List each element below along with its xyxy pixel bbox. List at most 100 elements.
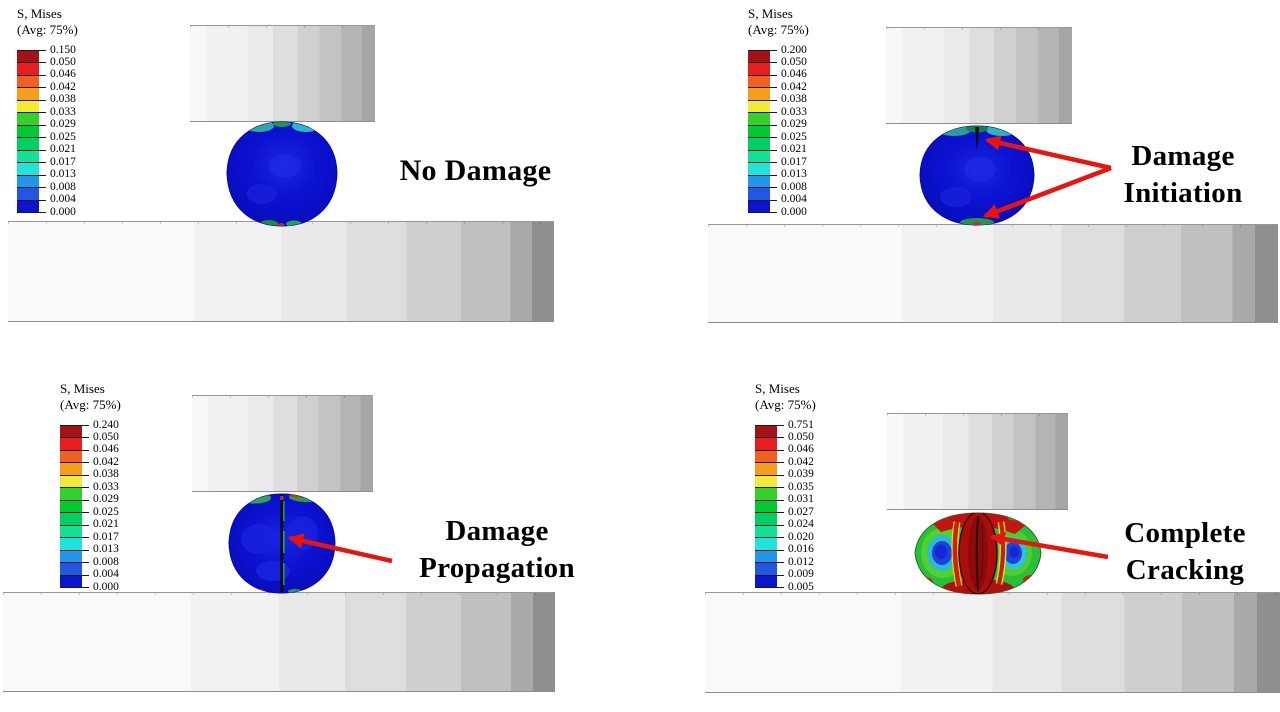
lower-platen (8, 221, 554, 322)
legend-band (748, 174, 770, 188)
legend-band (748, 137, 770, 150)
legend-value: 0.009 (788, 568, 814, 581)
legend-band (748, 199, 770, 213)
upper-platen (887, 413, 1068, 510)
legend-value: 0.005 (788, 580, 814, 593)
legend-band (17, 124, 39, 138)
legend-tick (17, 112, 46, 114)
legend-title: S, Mises (748, 6, 793, 21)
legend-title: S, Mises (17, 6, 62, 21)
legend-value: 0.200 (781, 43, 807, 56)
legend-value: 0.017 (781, 155, 807, 168)
legend-tick (748, 149, 777, 151)
legend-tick (755, 462, 784, 464)
legend-value: 0.029 (781, 118, 807, 131)
legend-value: 0.013 (781, 168, 807, 181)
specimen-sphere-crack-initiation (919, 125, 1035, 226)
legend-tick (60, 425, 89, 426)
legend-title: S, Mises (755, 381, 800, 396)
legend-value: 0.050 (781, 55, 807, 68)
legend-value: 0.008 (93, 555, 119, 568)
legend-tick (17, 74, 46, 76)
legend-tick (755, 587, 784, 588)
lower-platen (708, 224, 1278, 323)
legend-band (17, 174, 39, 188)
legend-value: 0.033 (93, 480, 119, 493)
legend-value: 0.042 (781, 80, 807, 93)
legend-band (755, 437, 777, 450)
legend-tick (17, 137, 46, 139)
legend-value: 0.021 (93, 518, 119, 531)
annotation-line: No Damage (399, 154, 552, 187)
legend-value: 0.004 (781, 193, 807, 206)
legend-value: 0.150 (50, 43, 76, 56)
legend-tick (748, 50, 777, 51)
legend-tick (17, 187, 46, 189)
legend-tick (748, 199, 777, 201)
annotation-line: Initiation (1123, 177, 1243, 209)
legend-subtitle: (Avg: 75%) (748, 22, 809, 37)
legend-tick (17, 212, 46, 213)
legend-subtitle: (Avg: 75%) (17, 22, 78, 37)
legend-value: 0.033 (50, 105, 76, 118)
legend-band (60, 487, 82, 500)
legend-tick (755, 499, 784, 501)
legend-band (755, 524, 777, 538)
legend-band (755, 462, 777, 475)
legend-subtitle: (Avg: 75%) (755, 397, 816, 412)
legend-band (60, 537, 82, 550)
legend-band (17, 149, 39, 163)
legend-tick (748, 87, 777, 89)
legend-value: 0.000 (781, 205, 807, 218)
legend-value: 0.046 (788, 443, 814, 456)
legend-tick (17, 87, 46, 89)
legend-tick (748, 174, 777, 176)
legend-value: 0.021 (781, 143, 807, 156)
legend-tick (755, 437, 784, 439)
legend-value: 0.050 (93, 430, 119, 443)
legend-ticks: 0.200 0.050 0.046 0.042 0.038 0.033 0.029 0.025… (748, 44, 828, 218)
stress-legend: S, Mises (Avg: 75%) 0.150 0.050 0.046 0.042… (17, 6, 127, 220)
legend-band (748, 112, 770, 125)
annotation-complete-cracking: Complete Cracking (1085, 515, 1280, 589)
legend-value: 0.050 (50, 55, 76, 68)
legend-band (60, 574, 82, 588)
legend-tick (748, 162, 777, 164)
legend-band (755, 512, 777, 525)
legend-tick (17, 162, 46, 164)
legend-band (748, 149, 770, 163)
legend-value: 0.039 (788, 468, 814, 481)
legend-band (17, 199, 39, 213)
legend-band (755, 499, 777, 513)
legend-value: 0.008 (781, 180, 807, 193)
legend-tick (17, 50, 46, 51)
legend-band (748, 87, 770, 100)
legend-value: 0.020 (788, 530, 814, 543)
legend-tick (755, 512, 784, 514)
stress-legend: S, Mises (Avg: 75%) 0.200 0.050 0.046 0.042… (748, 6, 858, 220)
legend-tick (755, 425, 784, 426)
upper-platen (192, 395, 373, 492)
legend-value: 0.038 (93, 468, 119, 481)
legend-tick (755, 537, 784, 539)
legend-band (60, 512, 82, 525)
legend-value: 0.012 (788, 555, 814, 568)
legend-value: 0.046 (93, 443, 119, 456)
legend-colorbar (60, 425, 82, 588)
legend-tick (748, 112, 777, 114)
legend-band (748, 124, 770, 138)
legend-tick (17, 174, 46, 176)
legend-value: 0.038 (781, 93, 807, 106)
legend-tick (755, 449, 784, 451)
legend-band (60, 437, 82, 450)
legend-tick (755, 474, 784, 476)
annotation-line: Cracking (1125, 554, 1245, 586)
legend-value: 0.008 (50, 180, 76, 193)
legend-band (17, 74, 39, 88)
legend-value: 0.004 (50, 193, 76, 206)
legend-colorbar (755, 425, 777, 588)
legend-tick (60, 499, 89, 501)
legend-band (755, 449, 777, 463)
legend-value: 0.021 (50, 143, 76, 156)
legend-band (60, 425, 82, 438)
